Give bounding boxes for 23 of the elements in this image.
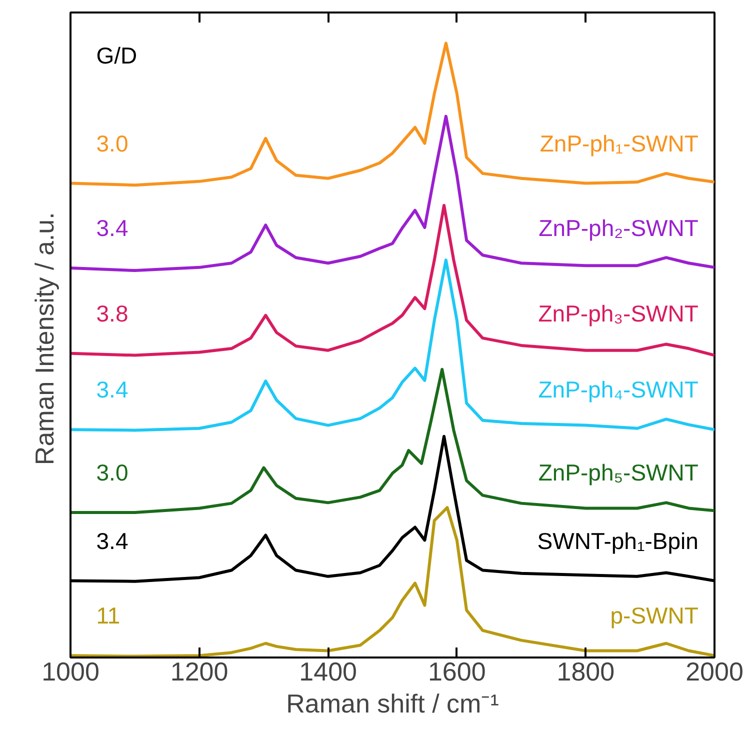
- annotation: 11: [96, 602, 120, 629]
- annotation: 3.0: [96, 130, 128, 156]
- x-tick-label: 1800: [556, 656, 615, 686]
- series-label: p-SWNT: [610, 602, 698, 629]
- series-label: ZnP-ph₁-SWNT: [540, 130, 698, 156]
- annotation: 3.4: [96, 376, 128, 403]
- annotation: 3.4: [96, 215, 128, 242]
- series-label: ZnP-ph₃-SWNT: [538, 300, 698, 326]
- series-label: ZnP-ph₄-SWNT: [538, 376, 698, 403]
- x-tick-label: 1200: [170, 656, 228, 686]
- series-label: ZnP-ph₅-SWNT: [538, 460, 698, 486]
- series-label: SWNT-ph₁-Bpin: [537, 528, 698, 554]
- series-label: ZnP-ph₂-SWNT: [538, 215, 698, 242]
- annotation: 3.4: [96, 528, 128, 554]
- x-axis-title: Raman shift / cm⁻¹: [286, 688, 500, 718]
- y-axis-title: Raman Intensity / a.u.: [30, 212, 60, 466]
- annotation: G/D: [96, 42, 138, 68]
- annotation: 3.0: [96, 460, 128, 486]
- annotation: 3.8: [96, 300, 128, 326]
- x-tick-label: 1000: [42, 656, 100, 686]
- x-tick-label: 2000: [686, 656, 744, 686]
- x-tick-label: 1600: [428, 656, 486, 686]
- x-tick-label: 1400: [299, 656, 358, 686]
